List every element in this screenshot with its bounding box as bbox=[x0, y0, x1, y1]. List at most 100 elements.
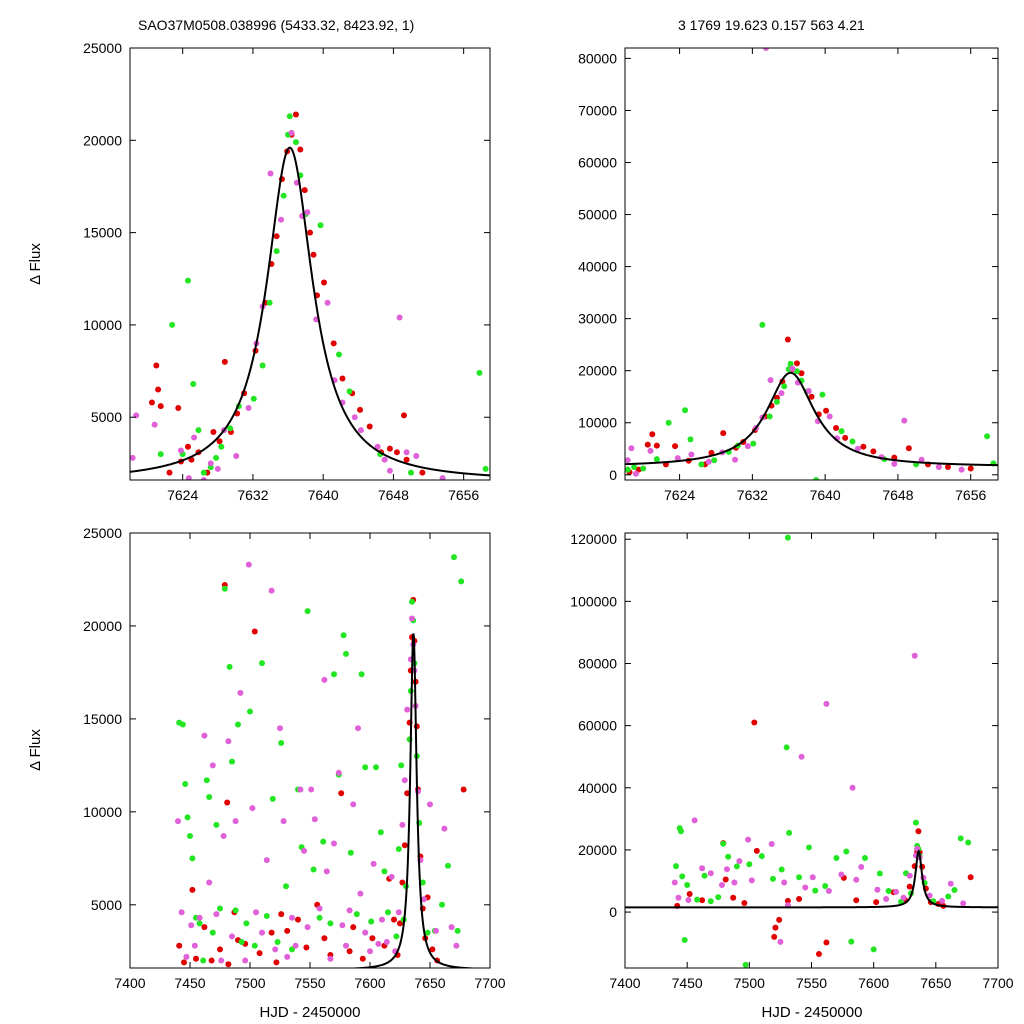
y-tick-label: 0 bbox=[609, 467, 617, 483]
data-point-red bbox=[873, 899, 880, 906]
data-point-green bbox=[876, 870, 883, 877]
data-point-green bbox=[843, 848, 850, 855]
data-point-red bbox=[823, 407, 830, 414]
data-point-magenta bbox=[335, 769, 342, 776]
data-point-magenta bbox=[849, 784, 856, 791]
data-point-magenta bbox=[220, 833, 227, 840]
data-point-green bbox=[247, 708, 253, 715]
data-point-green bbox=[419, 879, 426, 886]
data-point-magenta bbox=[901, 417, 908, 424]
data-point-green bbox=[283, 883, 289, 890]
data-point-green bbox=[362, 764, 369, 771]
data-point-green bbox=[746, 861, 753, 868]
y-tick-label: 15000 bbox=[83, 711, 122, 727]
data-point-red bbox=[273, 959, 280, 966]
data-point-green bbox=[681, 937, 688, 944]
data-point-magenta bbox=[185, 475, 192, 480]
data-point-magenta bbox=[723, 866, 730, 873]
panel-top-right: 7624 7632 7640 7648 7656 0 10000 20000 30000 4000… bbox=[578, 47, 999, 503]
data-point-red bbox=[350, 924, 357, 931]
data-point-magenta bbox=[375, 940, 382, 947]
x-tick-label: 7600 bbox=[858, 975, 889, 991]
data-point-magenta bbox=[939, 897, 946, 904]
data-point-magenta bbox=[233, 453, 240, 459]
data-point-green bbox=[766, 413, 773, 420]
data-point-green bbox=[190, 381, 197, 387]
data-point-red bbox=[399, 879, 406, 886]
data-point-green bbox=[259, 362, 266, 369]
data-point-magenta bbox=[718, 882, 725, 889]
data-point-green bbox=[758, 853, 765, 860]
x-axis-title: HJD - 2450000 bbox=[260, 1004, 361, 1021]
data-point-magenta bbox=[399, 821, 406, 828]
data-point-green bbox=[187, 833, 193, 840]
data-point-green bbox=[687, 436, 694, 443]
data-point-magenta bbox=[278, 216, 285, 223]
data-point-green bbox=[184, 277, 191, 284]
data-point-green bbox=[209, 929, 216, 936]
data-point-green bbox=[838, 428, 845, 435]
data-point-magenta bbox=[748, 877, 755, 884]
data-point-green bbox=[273, 248, 280, 255]
data-point-green bbox=[458, 578, 465, 585]
data-point-magenta bbox=[671, 879, 678, 886]
data-point-magenta bbox=[433, 927, 439, 934]
data-point-green bbox=[243, 920, 250, 927]
data-point-red bbox=[216, 438, 223, 445]
data-point-magenta bbox=[707, 870, 714, 877]
data-point-green bbox=[653, 456, 660, 463]
data-point-green bbox=[725, 853, 732, 860]
data-point-magenta bbox=[280, 818, 287, 825]
data-point-green bbox=[631, 463, 638, 470]
data-point-magenta bbox=[732, 456, 739, 463]
data-point-green bbox=[742, 961, 749, 968]
data-point-green bbox=[786, 829, 793, 836]
data-point-green bbox=[286, 113, 293, 120]
data-point-red bbox=[815, 951, 822, 958]
data-point-magenta bbox=[798, 753, 805, 760]
data-point-magenta bbox=[351, 414, 358, 421]
data-point-green bbox=[409, 598, 415, 605]
data-point-green bbox=[226, 663, 233, 670]
data-point-green bbox=[711, 457, 718, 464]
data-point-magenta bbox=[245, 561, 252, 568]
data-point-magenta bbox=[628, 445, 635, 452]
data-point-red bbox=[870, 448, 877, 455]
data-point-green bbox=[227, 425, 234, 432]
y-tick-label: 50000 bbox=[578, 207, 617, 223]
data-point-red bbox=[359, 955, 366, 962]
data-point-green bbox=[250, 395, 257, 402]
data-point-red bbox=[184, 443, 191, 450]
data-point-magenta bbox=[177, 447, 184, 454]
data-point-magenta bbox=[781, 879, 788, 886]
data-point-green bbox=[861, 855, 868, 862]
data-point-green bbox=[200, 957, 207, 964]
data-point-green bbox=[289, 946, 295, 953]
data-point-green bbox=[870, 946, 877, 953]
data-point-red bbox=[307, 229, 313, 236]
x-tick-label: 7400 bbox=[609, 975, 640, 991]
data-point-red bbox=[842, 434, 849, 441]
data-point-red bbox=[404, 790, 411, 797]
data-point-green bbox=[317, 222, 324, 229]
panel-top-left: 7624 7632 7640 7648 7656 5000 10000 15000 20000 2… bbox=[27, 40, 491, 503]
data-point-green bbox=[343, 650, 349, 657]
data-point-green bbox=[358, 671, 365, 678]
data-point-magenta bbox=[304, 209, 311, 216]
y-tick-label: 80000 bbox=[578, 50, 617, 66]
data-point-red bbox=[295, 916, 301, 923]
data-point-green bbox=[398, 762, 405, 769]
data-point-red bbox=[401, 842, 408, 849]
data-point-red bbox=[644, 441, 651, 448]
y-tick-label: 5000 bbox=[91, 409, 122, 425]
data-point-magenta bbox=[403, 449, 410, 456]
data-point-magenta bbox=[731, 879, 738, 886]
data-point-red bbox=[176, 942, 183, 949]
data-point-red bbox=[153, 362, 160, 369]
data-point-magenta bbox=[960, 900, 967, 907]
y-tick-label: 80000 bbox=[578, 656, 617, 672]
data-point-green bbox=[221, 585, 228, 592]
data-point-red bbox=[833, 424, 840, 431]
data-point-green bbox=[157, 451, 164, 458]
